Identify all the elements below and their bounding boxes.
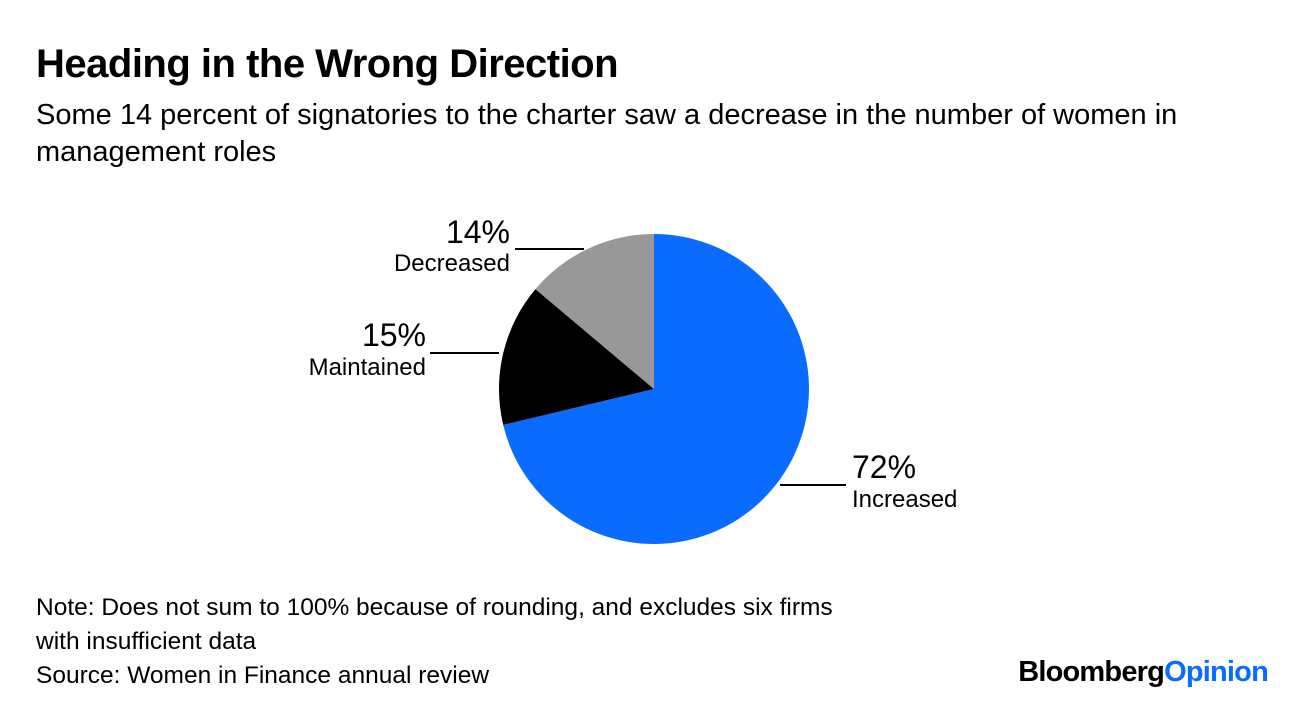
slice-label-increased: Increased bbox=[852, 486, 957, 513]
pie-slices bbox=[499, 234, 810, 544]
slice-label-maintained: Maintained bbox=[309, 354, 426, 381]
source-line: Source: Women in Finance annual review bbox=[36, 662, 490, 689]
pie-slice-decreased bbox=[535, 234, 654, 389]
slice-value-increased: 72% bbox=[852, 449, 916, 485]
chart-title: Heading in the Wrong Direction bbox=[36, 42, 619, 86]
logo-bloomberg: Bloomberg bbox=[1018, 656, 1165, 688]
bloomberg-opinion-logo: BloombergOpinion bbox=[1018, 656, 1269, 689]
slice-label-decreased: Decreased bbox=[394, 250, 510, 277]
chart-subtitle: Some 14 percent of signatories to the ch… bbox=[36, 99, 1178, 168]
note-line-1: Note: Does not sum to 100% because of ro… bbox=[36, 594, 833, 621]
slice-value-decreased: 14% bbox=[446, 214, 510, 250]
slice-value-maintained: 15% bbox=[362, 317, 426, 353]
logo-opinion: Opinion bbox=[1164, 656, 1269, 688]
pie-slice-maintained bbox=[499, 289, 654, 425]
footnote: Note: Does not sum to 100% because of ro… bbox=[36, 591, 1036, 693]
note-line-2: with insufficient data bbox=[36, 628, 257, 655]
pie-slice-increased bbox=[503, 234, 810, 544]
